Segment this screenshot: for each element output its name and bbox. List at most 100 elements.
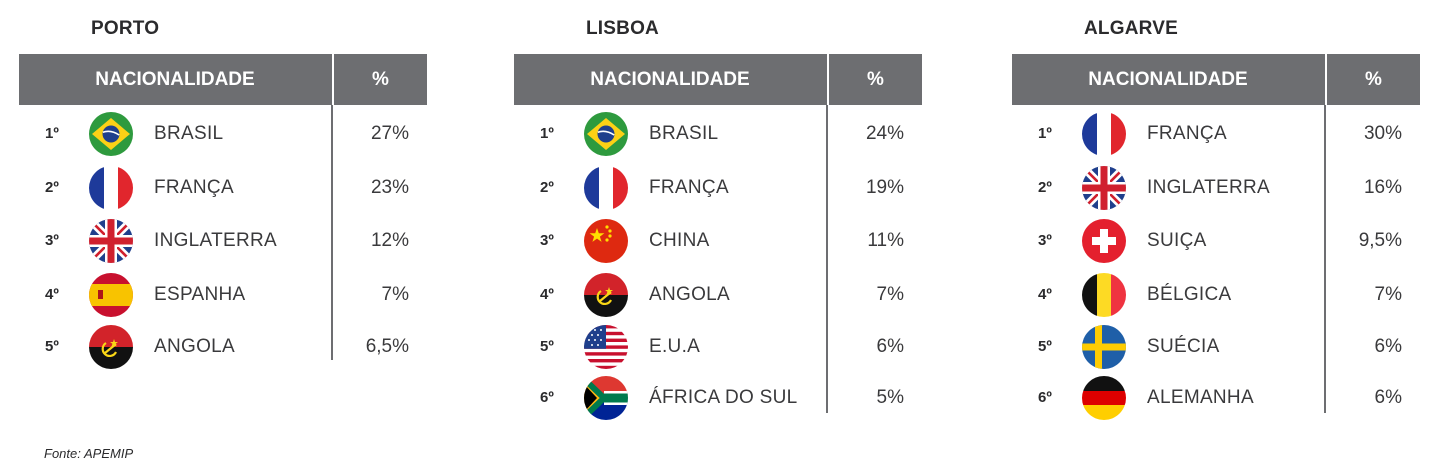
rank-label: 2º bbox=[1038, 179, 1052, 196]
table-row: 2º INGLATERRA 16% bbox=[1012, 163, 1422, 213]
country-name: INGLATERRA bbox=[1147, 177, 1271, 198]
rank-label: 3º bbox=[45, 232, 59, 249]
rank-label: 5º bbox=[45, 338, 59, 355]
country-name: ÁFRICA DO SUL bbox=[649, 387, 798, 408]
table-header: NACIONALIDADE % bbox=[514, 54, 922, 105]
header-percent: % bbox=[867, 69, 884, 90]
table-row: 3º INGLATERRA 12% bbox=[19, 216, 429, 266]
table-row: 1º BRASIL 24% bbox=[514, 109, 924, 159]
table-row: 4º BÉLGICA 7% bbox=[1012, 270, 1422, 320]
country-name: SUÉCIA bbox=[1147, 336, 1220, 357]
country-name: FRANÇA bbox=[154, 177, 234, 198]
rank-label: 1º bbox=[1038, 125, 1052, 142]
table-row: 5º SUÉCIA 6% bbox=[1012, 322, 1422, 372]
france-flag-icon bbox=[1082, 112, 1126, 156]
country-name: ALEMANHA bbox=[1147, 387, 1254, 408]
rank-label: 3º bbox=[1038, 232, 1052, 249]
percentage-value: 11% bbox=[867, 230, 904, 251]
percentage-value: 7% bbox=[381, 284, 409, 305]
percentage-value: 6% bbox=[876, 336, 904, 357]
column-divider bbox=[826, 105, 828, 413]
spain-flag-icon bbox=[89, 273, 133, 317]
table-header: NACIONALIDADE % bbox=[19, 54, 427, 105]
header-nationality: NACIONALIDADE bbox=[95, 69, 255, 90]
percentage-value: 24% bbox=[865, 123, 904, 144]
angola-flag-icon bbox=[89, 325, 133, 369]
header-nationality: NACIONALIDADE bbox=[1088, 69, 1248, 90]
table-row: 3º SUIÇA 9,5% bbox=[1012, 216, 1422, 266]
country-name: BÉLGICA bbox=[1147, 284, 1232, 305]
country-name: BRASIL bbox=[649, 123, 719, 144]
country-name: FRANÇA bbox=[649, 177, 729, 198]
uk-flag-icon bbox=[89, 219, 133, 263]
germany-flag-icon bbox=[1082, 376, 1126, 420]
sweden-flag-icon bbox=[1082, 325, 1126, 369]
rank-label: 3º bbox=[540, 232, 554, 249]
region-title: PORTO bbox=[91, 18, 160, 39]
brazil-flag-icon bbox=[89, 112, 133, 156]
header-divider bbox=[332, 54, 334, 105]
brazil-flag-icon bbox=[584, 112, 628, 156]
percentage-value: 27% bbox=[370, 123, 409, 144]
table-row: 6º ALEMANHA 6% bbox=[1012, 373, 1422, 423]
rank-label: 5º bbox=[540, 338, 554, 355]
table-row: 6º ÁFRICA DO SUL 5% bbox=[514, 373, 924, 423]
country-name: ANGOLA bbox=[649, 284, 730, 305]
table-row: 5º ANGOLA 6,5% bbox=[19, 322, 429, 372]
region-title: LISBOA bbox=[586, 18, 659, 39]
percentage-value: 7% bbox=[1374, 284, 1402, 305]
percentage-value: 9,5% bbox=[1358, 230, 1402, 251]
rank-label: 2º bbox=[540, 179, 554, 196]
percentage-value: 23% bbox=[370, 177, 409, 198]
percentage-value: 5% bbox=[876, 387, 904, 408]
china-flag-icon bbox=[584, 219, 628, 263]
percentage-value: 6% bbox=[1374, 336, 1402, 357]
region-title: ALGARVE bbox=[1084, 18, 1178, 39]
country-name: E.U.A bbox=[649, 336, 701, 357]
table-row: 4º ESPANHA 7% bbox=[19, 270, 429, 320]
rank-label: 2º bbox=[45, 179, 59, 196]
rank-label: 4º bbox=[1038, 286, 1052, 303]
country-name: CHINA bbox=[649, 230, 710, 251]
usa-flag-icon bbox=[584, 325, 628, 369]
percentage-value: 12% bbox=[370, 230, 409, 251]
header-percent: % bbox=[1365, 69, 1382, 90]
source-note: Fonte: APEMIP bbox=[44, 446, 134, 461]
percentage-value: 19% bbox=[865, 177, 904, 198]
rank-label: 6º bbox=[540, 389, 554, 406]
rank-label: 1º bbox=[540, 125, 554, 142]
france-flag-icon bbox=[584, 166, 628, 210]
header-nationality: NACIONALIDADE bbox=[590, 69, 750, 90]
region-lisboa: LISBOA NACIONALIDADE % 1º BRASIL 24% 2º FRAN… bbox=[514, 0, 924, 420]
table-row: 2º FRANÇA 19% bbox=[514, 163, 924, 213]
country-name: BRASIL bbox=[154, 123, 224, 144]
header-divider bbox=[827, 54, 829, 105]
percentage-value: 6% bbox=[1374, 387, 1402, 408]
country-name: INGLATERRA bbox=[154, 230, 278, 251]
table-row: 2º FRANÇA 23% bbox=[19, 163, 429, 213]
column-divider bbox=[1324, 105, 1326, 413]
country-name: SUIÇA bbox=[1147, 230, 1207, 251]
rank-label: 1º bbox=[45, 125, 59, 142]
belgium-flag-icon bbox=[1082, 273, 1126, 317]
header-percent: % bbox=[372, 69, 389, 90]
rank-label: 5º bbox=[1038, 338, 1052, 355]
switzerland-flag-icon bbox=[1082, 219, 1126, 263]
table-row: 1º BRASIL 27% bbox=[19, 109, 429, 159]
table-row: 4º ANGOLA 7% bbox=[514, 270, 924, 320]
percentage-value: 7% bbox=[876, 284, 904, 305]
table-header: NACIONALIDADE % bbox=[1012, 54, 1420, 105]
table-row: 3º CHINA 11% bbox=[514, 216, 924, 266]
header-divider bbox=[1325, 54, 1327, 105]
percentage-value: 6,5% bbox=[365, 336, 409, 357]
region-porto: PORTO NACIONALIDADE % 1º BRASIL 27% 2º FRANÇ… bbox=[19, 0, 429, 420]
country-name: ANGOLA bbox=[154, 336, 235, 357]
region-algarve: ALGARVE NACIONALIDADE % 1º FRANÇA 30% 2º ING… bbox=[1012, 0, 1422, 420]
rank-label: 4º bbox=[540, 286, 554, 303]
table-row: 5º E.U.A 6% bbox=[514, 322, 924, 372]
rank-label: 4º bbox=[45, 286, 59, 303]
uk-flag-icon bbox=[1082, 166, 1126, 210]
angola-flag-icon bbox=[584, 273, 628, 317]
south-africa-flag-icon bbox=[584, 376, 628, 420]
country-name: ESPANHA bbox=[154, 284, 246, 305]
